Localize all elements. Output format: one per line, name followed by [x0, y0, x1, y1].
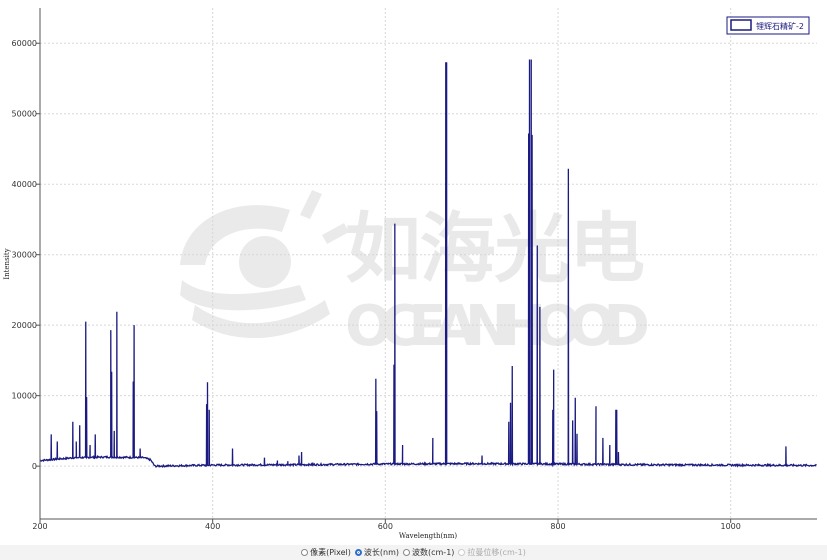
unit-option-0[interactable]: 像素(Pixel) — [301, 547, 351, 558]
y-tick-label: 40000 — [12, 180, 37, 189]
y-tick-label: 20000 — [12, 321, 37, 330]
axes — [39, 8, 817, 520]
watermark-cn: 如海光电 — [345, 204, 645, 293]
unit-option-label: 波数(cm-1) — [412, 548, 455, 557]
radio-icon — [458, 549, 466, 556]
y-tick-label: 60000 — [12, 39, 37, 48]
axis-unit-selector: 像素(Pixel) 波长(nm) 波数(cm-1) 拉曼位移(cm-1) — [0, 545, 827, 560]
y-axis-title: Intensity — [3, 248, 11, 279]
x-tick-label: 1000 — [720, 522, 740, 531]
radio-icon — [354, 549, 362, 556]
ticks: 200 400 600 800 1000010000200003000040000500… — [12, 39, 741, 531]
series-line — [39, 59, 817, 468]
x-tick-label: 400 — [205, 522, 220, 531]
unit-option-label: 波长(nm) — [363, 548, 399, 557]
oceanhood-watermark: 如海光电 OCEANHOOD — [180, 190, 650, 359]
unit-option-1[interactable]: 波长(nm) — [354, 547, 399, 558]
oceanhood-logo — [180, 190, 349, 339]
series-layer — [39, 59, 817, 468]
x-tick-label: 800 — [550, 522, 565, 531]
unit-option-label: 拉曼位移(cm-1) — [467, 548, 526, 557]
radio-icon — [301, 549, 309, 556]
x-tick-label: 200 — [32, 522, 47, 531]
legend-swatch — [730, 19, 752, 31]
y-tick-label: 30000 — [12, 251, 37, 260]
radio-icon — [403, 549, 410, 556]
y-tick-label: 50000 — [12, 110, 37, 119]
y-tick-label: 10000 — [12, 392, 37, 401]
legend-label: 锂辉石精矿-2 — [756, 21, 804, 31]
y-tick-label: 0 — [32, 462, 37, 471]
unit-option-2[interactable]: 波数(cm-1) — [403, 547, 454, 558]
unit-option-3: 拉曼位移(cm-1) — [458, 547, 526, 558]
watermark-en: OCEANHOOD — [345, 294, 650, 359]
x-axis-title: Wavelength(nm) — [399, 532, 457, 540]
x-tick-label: 600 — [378, 522, 393, 531]
grid-lines — [39, 8, 817, 519]
unit-option-label: 像素(Pixel) — [310, 548, 351, 557]
spectrum-chart: 如海光电 OCEANHOOD 200 400 600 800 1000010000200… — [3, 8, 817, 540]
legend: 锂辉石精矿-2 — [726, 16, 810, 35]
